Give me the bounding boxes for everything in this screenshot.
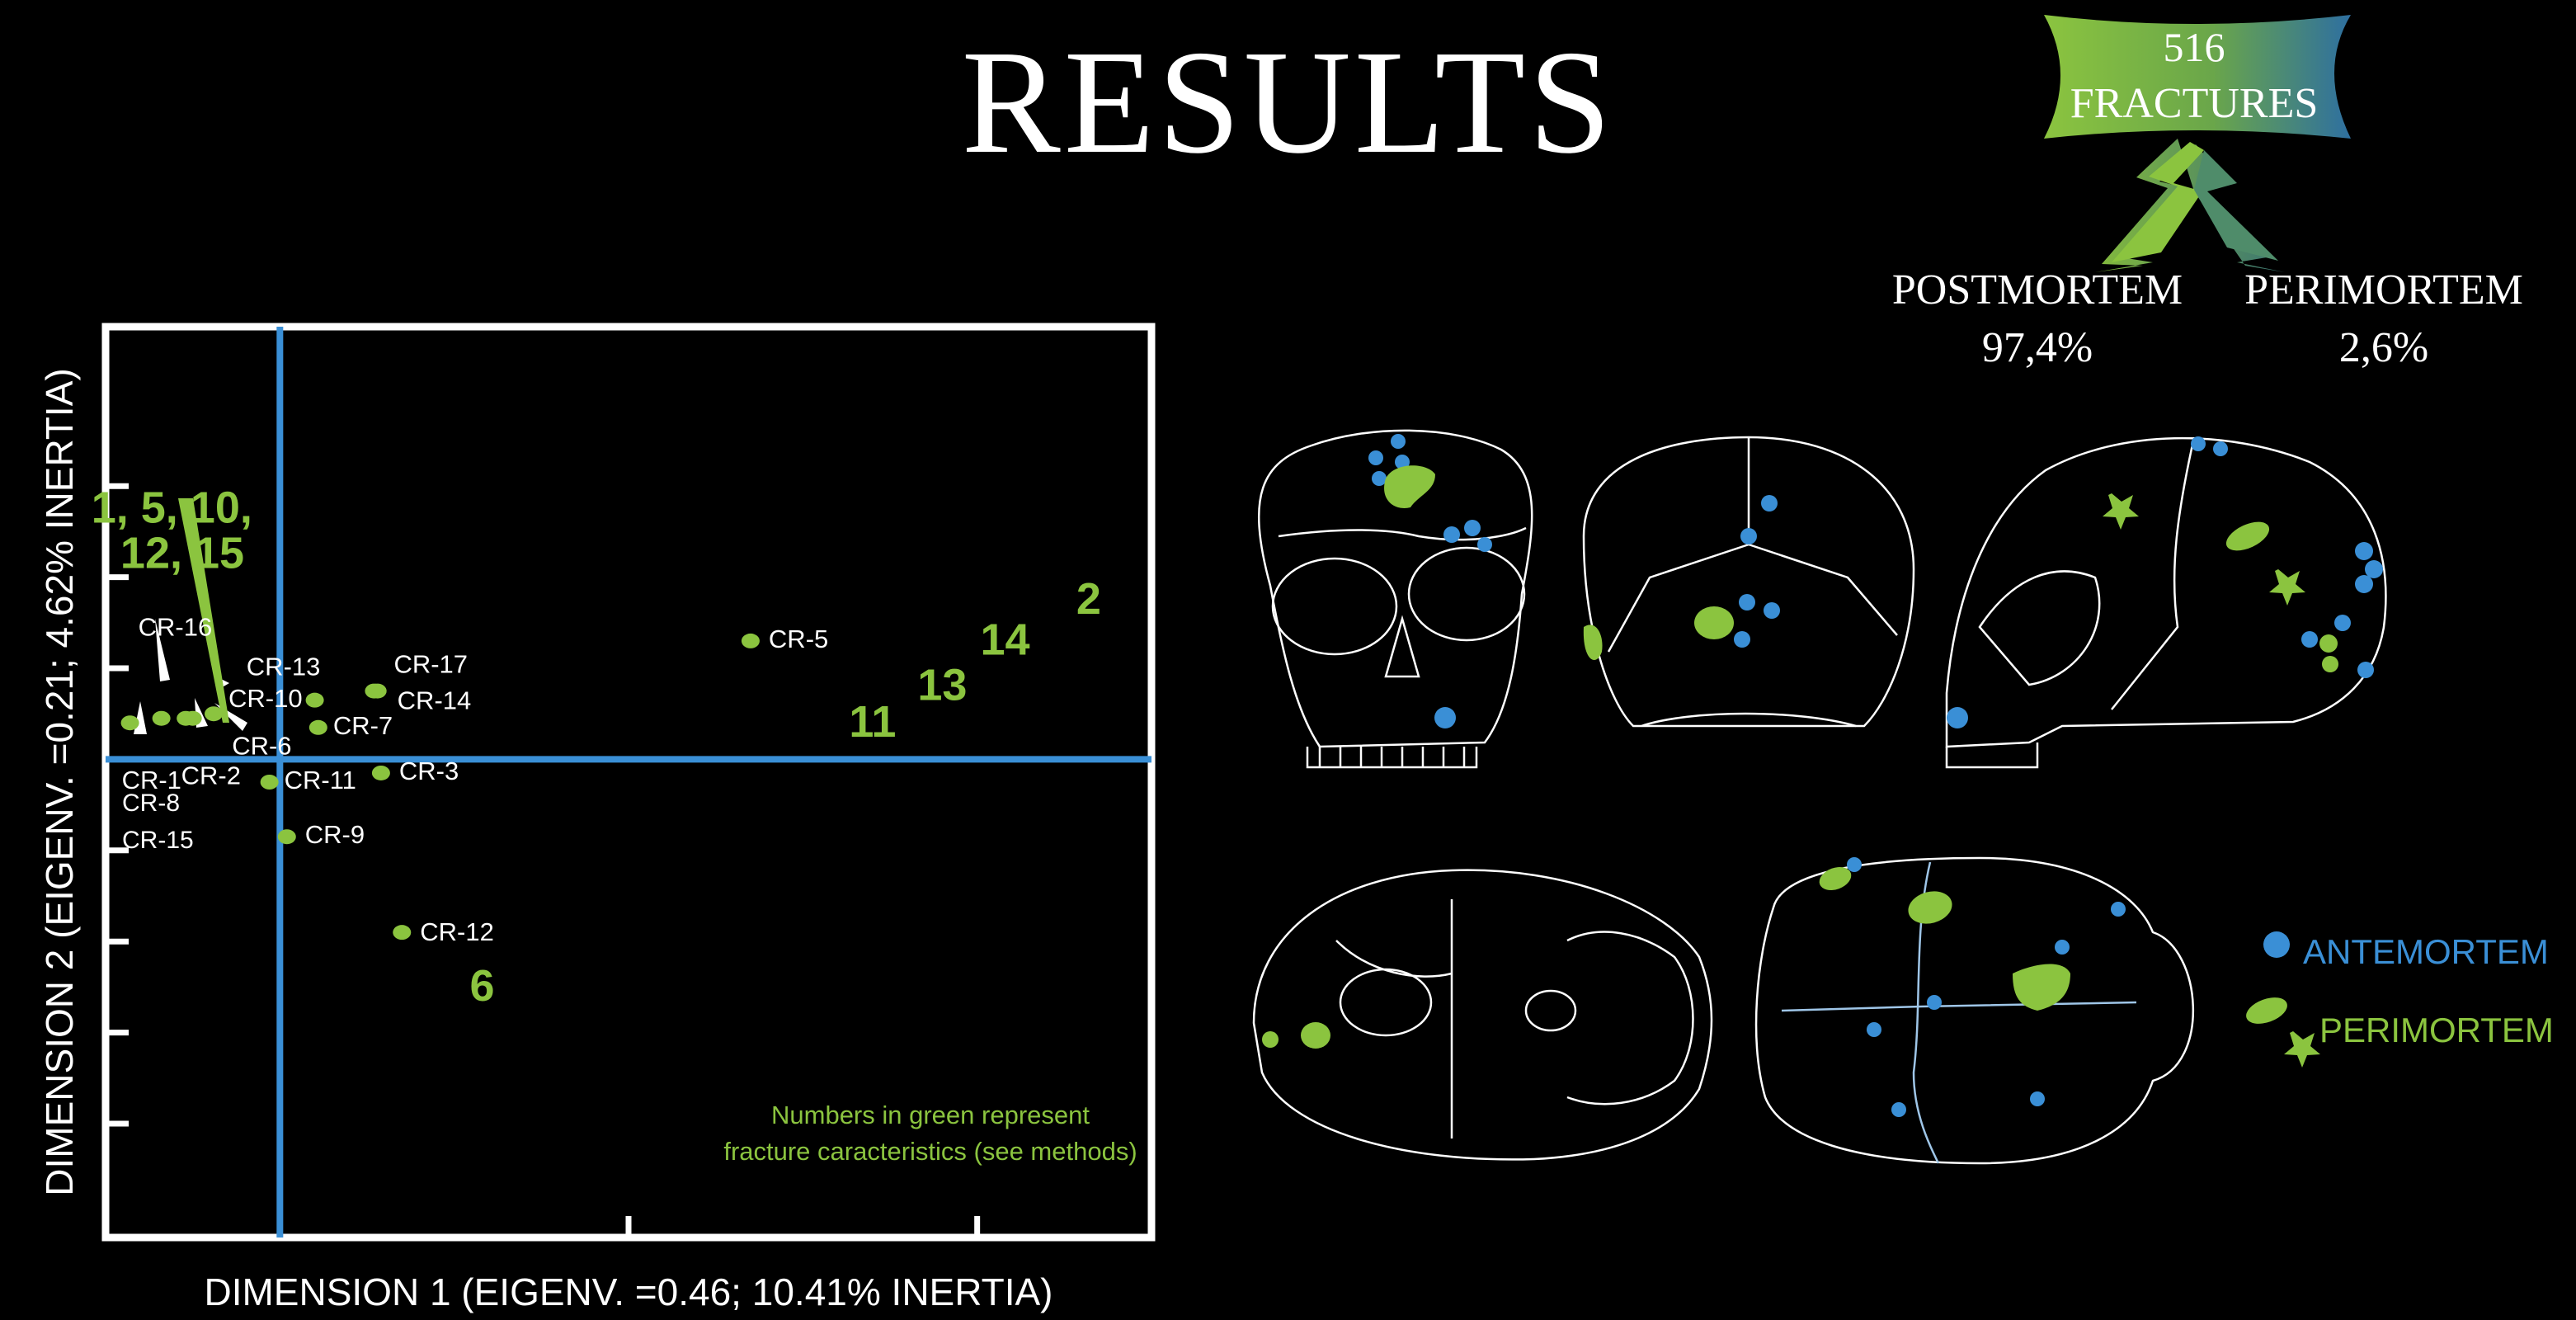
point-label-cr-3: CR-3 <box>399 757 459 785</box>
point-cr-5 <box>741 633 760 648</box>
perimortem-percent: 2,6% <box>2338 324 2429 371</box>
chart-note-line1: Numbers in green represent <box>771 1101 1090 1129</box>
postmortem-label: POSTMORTEM <box>1891 266 2183 314</box>
skull-lateral-view <box>1945 436 2387 769</box>
extra-label-cr8: CR-8 <box>122 790 180 817</box>
fracture-total-number: 516 <box>2163 24 2225 70</box>
point-label-cr-11: CR-11 <box>285 766 356 794</box>
legend-perimortem-star <box>2284 1031 2320 1068</box>
fracture-number-label-0: 1, 5, 10, <box>92 483 252 532</box>
fracture-number-label-5: 11 <box>849 697 896 747</box>
chart-note-line2: fracture caracteristics (see methods) <box>723 1137 1137 1166</box>
page-title: RESULTS <box>961 20 1615 184</box>
point-cr-13 <box>305 692 324 708</box>
extra-label-cr15: CR-15 <box>122 827 194 854</box>
point-cr-10 <box>205 706 224 722</box>
point-cr-6 <box>177 710 195 726</box>
y-axis-label: DIMENSION 2 (EIGENV. =0.21; 4.62% INERTI… <box>38 368 81 1195</box>
point-cr-1 <box>120 715 139 731</box>
fracture-number-label-4: 13 <box>917 661 967 710</box>
point-label-cr-16: CR-16 <box>139 613 213 642</box>
point-label-cr-12: CR-12 <box>420 917 494 946</box>
perimortem-label: PERIMORTEM <box>2244 266 2523 314</box>
skull-superior-view <box>1754 856 2195 1165</box>
fracture-number-label-6: 6 <box>469 961 494 1011</box>
point-label-cr-10: CR-10 <box>228 684 303 713</box>
point-label-cr-13: CR-13 <box>247 653 321 681</box>
x-axis-ticks <box>625 1216 981 1238</box>
fracture-number-labels: 1, 5, 10,12, 15 2 14 13 11 6 <box>92 483 1101 1011</box>
skull-posterior-view <box>1582 436 1915 728</box>
point-label-cr-6: CR-6 <box>232 732 291 761</box>
postmortem-percent: 97,4% <box>1981 324 2093 371</box>
point-cr-16 <box>152 710 171 726</box>
point-label-cr-14: CR-14 <box>398 686 472 715</box>
point-cr-14 <box>368 683 387 699</box>
point-label-cr-1: CR-1 <box>122 766 181 794</box>
point-label-cr-7: CR-7 <box>333 711 393 740</box>
point-label-cr-5: CR-5 <box>769 625 828 653</box>
fracture-number-label-3: 14 <box>980 615 1029 664</box>
legend-perimortem-oval <box>2246 997 2287 1024</box>
point-label-cr-9: CR-9 <box>305 820 365 849</box>
leader-green-group <box>178 498 229 723</box>
perimortem-marks <box>1262 465 2338 1049</box>
x-axis-label: DIMENSION 1 (EIGENV. =0.46; 10.41% INERT… <box>204 1270 1053 1313</box>
fracture-number-label-2: 2 <box>1076 574 1101 624</box>
legend-perimortem-label: PERIMORTEM <box>2319 1011 2554 1049</box>
antemortem-marks <box>1368 434 2383 1117</box>
fracture-total-label: FRACTURES <box>2070 80 2319 127</box>
point-label-cr-2: CR-2 <box>181 761 241 790</box>
skull-frontal-view <box>1258 429 1533 769</box>
point-cr-9 <box>277 829 296 845</box>
leader-cr16 <box>155 619 170 681</box>
point-cr-7 <box>308 719 327 735</box>
point-cr-11 <box>260 775 279 790</box>
legend-antemortem-label: ANTEMORTEM <box>2303 932 2549 971</box>
point-cr-12 <box>393 925 412 940</box>
fracture-number-label-1: 12, 15 <box>120 529 244 578</box>
point-cr-3 <box>371 765 390 780</box>
legend-antemortem-symbol <box>2263 931 2290 958</box>
skull-basal-view <box>1252 869 1713 1161</box>
point-label-cr-17: CR-17 <box>393 650 468 679</box>
y-axis-ticks <box>106 483 129 1127</box>
